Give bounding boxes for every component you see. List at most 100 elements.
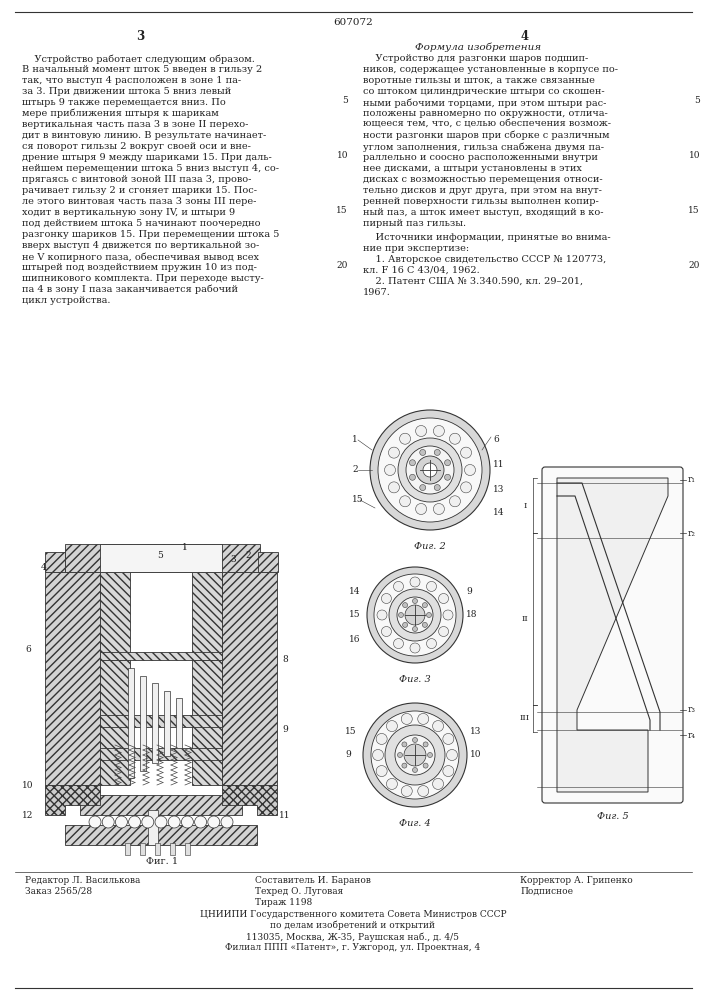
- Circle shape: [402, 763, 407, 768]
- Text: В начальный момент шток 5 введен в гильзу 2: В начальный момент шток 5 введен в гильз…: [22, 65, 262, 74]
- Text: положены равномерно по окружности, отлича-: положены равномерно по окружности, отлич…: [363, 109, 608, 118]
- Text: r₃: r₃: [688, 706, 696, 714]
- Circle shape: [397, 597, 433, 633]
- Text: кл. F 16 С 43/04, 1962.: кл. F 16 С 43/04, 1962.: [363, 266, 480, 275]
- Bar: [125, 843, 130, 855]
- Bar: [65, 544, 260, 572]
- Text: ными рабочими торцами, при этом штыри рас-: ными рабочими торцами, при этом штыри ра…: [363, 98, 607, 107]
- Polygon shape: [557, 478, 668, 792]
- Circle shape: [410, 577, 420, 587]
- Bar: [170, 843, 175, 855]
- Circle shape: [438, 593, 448, 603]
- Text: I: I: [523, 502, 527, 510]
- Text: 14: 14: [493, 508, 505, 517]
- Circle shape: [378, 418, 482, 522]
- Text: дит в винтовую линию. В результате начинает-: дит в винтовую линию. В результате начин…: [22, 131, 267, 140]
- Text: 4: 4: [521, 30, 529, 43]
- Circle shape: [155, 816, 167, 828]
- Bar: [222, 572, 277, 785]
- Text: III: III: [520, 714, 530, 722]
- Text: 10: 10: [22, 780, 34, 790]
- Circle shape: [412, 626, 418, 632]
- Circle shape: [381, 626, 392, 637]
- Circle shape: [402, 622, 408, 627]
- Text: ющееся тем, что, с целью обеспечения возмож-: ющееся тем, что, с целью обеспечения воз…: [363, 120, 611, 129]
- Text: r₁: r₁: [688, 476, 696, 485]
- Text: 113035, Москва, Ж-35, Раушская наб., д. 4/5: 113035, Москва, Ж-35, Раушская наб., д. …: [247, 932, 460, 942]
- Circle shape: [460, 482, 472, 493]
- Text: воротные гильзы и шток, а также связанные: воротные гильзы и шток, а также связанны…: [363, 76, 595, 85]
- Text: 3: 3: [230, 556, 236, 564]
- Text: 10: 10: [689, 151, 700, 160]
- Text: шипникового комплекта. При переходе высту-: шипникового комплекта. При переходе выст…: [22, 274, 264, 283]
- Text: ников, содержащее установленные в корпусе по-: ников, содержащее установленные в корпус…: [363, 65, 618, 74]
- Bar: [185, 843, 190, 855]
- Text: 12: 12: [23, 810, 34, 820]
- Text: Источники информации, принятые во внима-: Источники информации, принятые во внима-: [363, 233, 611, 242]
- Polygon shape: [222, 785, 277, 815]
- Circle shape: [115, 816, 127, 828]
- Text: 5: 5: [342, 96, 348, 105]
- Text: Фиг. 3: Фиг. 3: [399, 675, 431, 684]
- Text: раллельно и соосно расположенными внутри: раллельно и соосно расположенными внутри: [363, 153, 598, 162]
- Text: ренней поверхности гильзы выполнен копир-: ренней поверхности гильзы выполнен копир…: [363, 197, 599, 206]
- Circle shape: [460, 447, 472, 458]
- Circle shape: [385, 464, 395, 476]
- Circle shape: [387, 778, 397, 789]
- Text: Техред О. Луговая: Техред О. Луговая: [255, 887, 344, 896]
- Circle shape: [208, 816, 220, 828]
- Circle shape: [388, 482, 399, 493]
- Circle shape: [404, 744, 426, 766]
- Text: 6: 6: [493, 435, 498, 444]
- Text: не V копирного паза, обеспечивая вывод всех: не V копирного паза, обеспечивая вывод в…: [22, 252, 259, 261]
- Circle shape: [221, 816, 233, 828]
- Circle shape: [464, 464, 476, 476]
- Text: 5: 5: [694, 96, 700, 105]
- Circle shape: [445, 460, 450, 466]
- Circle shape: [433, 721, 443, 732]
- Circle shape: [420, 485, 426, 491]
- Text: Устройство для разгонки шаров подшип-: Устройство для разгонки шаров подшип-: [363, 54, 588, 63]
- Text: пирный паз гильзы.: пирный паз гильзы.: [363, 219, 466, 228]
- Text: 9: 9: [282, 726, 288, 734]
- Circle shape: [412, 768, 418, 772]
- Circle shape: [398, 438, 462, 502]
- Text: вертикальная часть паза 3 в зоне II перехо-: вертикальная часть паза 3 в зоне II пере…: [22, 120, 248, 129]
- Circle shape: [428, 752, 433, 758]
- Text: Редактор Л. Василькова: Редактор Л. Василькова: [25, 876, 141, 885]
- Circle shape: [394, 639, 404, 649]
- Text: рачивает гильзу 2 и сгоняет шарики 15. Пос-: рачивает гильзу 2 и сгоняет шарики 15. П…: [22, 186, 257, 195]
- Circle shape: [443, 766, 454, 777]
- Text: со штоком цилиндрические штыри со скошен-: со штоком цилиндрические штыри со скошен…: [363, 87, 604, 96]
- Text: 10: 10: [470, 750, 481, 759]
- Bar: [155, 843, 160, 855]
- Text: ние при экспертизе:: ние при экспертизе:: [363, 244, 469, 253]
- Text: дрение штыря 9 между шариками 15. При даль-: дрение штыря 9 между шариками 15. При да…: [22, 153, 271, 162]
- Bar: [176, 698, 182, 748]
- Text: Корректор А. Грипенко: Корректор А. Грипенко: [520, 876, 633, 885]
- Circle shape: [376, 733, 387, 744]
- Bar: [128, 668, 134, 778]
- Circle shape: [416, 503, 426, 514]
- Circle shape: [443, 733, 454, 744]
- Circle shape: [377, 610, 387, 620]
- Circle shape: [89, 816, 101, 828]
- Bar: [100, 660, 130, 785]
- Circle shape: [129, 816, 141, 828]
- Circle shape: [416, 426, 426, 437]
- Circle shape: [410, 643, 420, 653]
- Circle shape: [422, 622, 428, 627]
- Text: 5: 5: [157, 550, 163, 560]
- Text: Формула изобретения: Формула изобретения: [415, 42, 541, 51]
- Text: ле этого винтовая часть паза 3 зоны III пере-: ле этого винтовая часть паза 3 зоны III …: [22, 197, 257, 206]
- Circle shape: [385, 725, 445, 785]
- Bar: [45, 552, 65, 572]
- Bar: [192, 572, 222, 660]
- Text: Подписное: Подписное: [520, 887, 573, 896]
- Bar: [100, 572, 130, 660]
- Bar: [140, 843, 145, 855]
- Bar: [45, 572, 100, 785]
- Circle shape: [374, 574, 456, 656]
- Text: ЦНИИПИ Государственного комитета Совета Министров СССР: ЦНИИПИ Государственного комитета Совета …: [199, 910, 506, 919]
- Bar: [192, 660, 222, 785]
